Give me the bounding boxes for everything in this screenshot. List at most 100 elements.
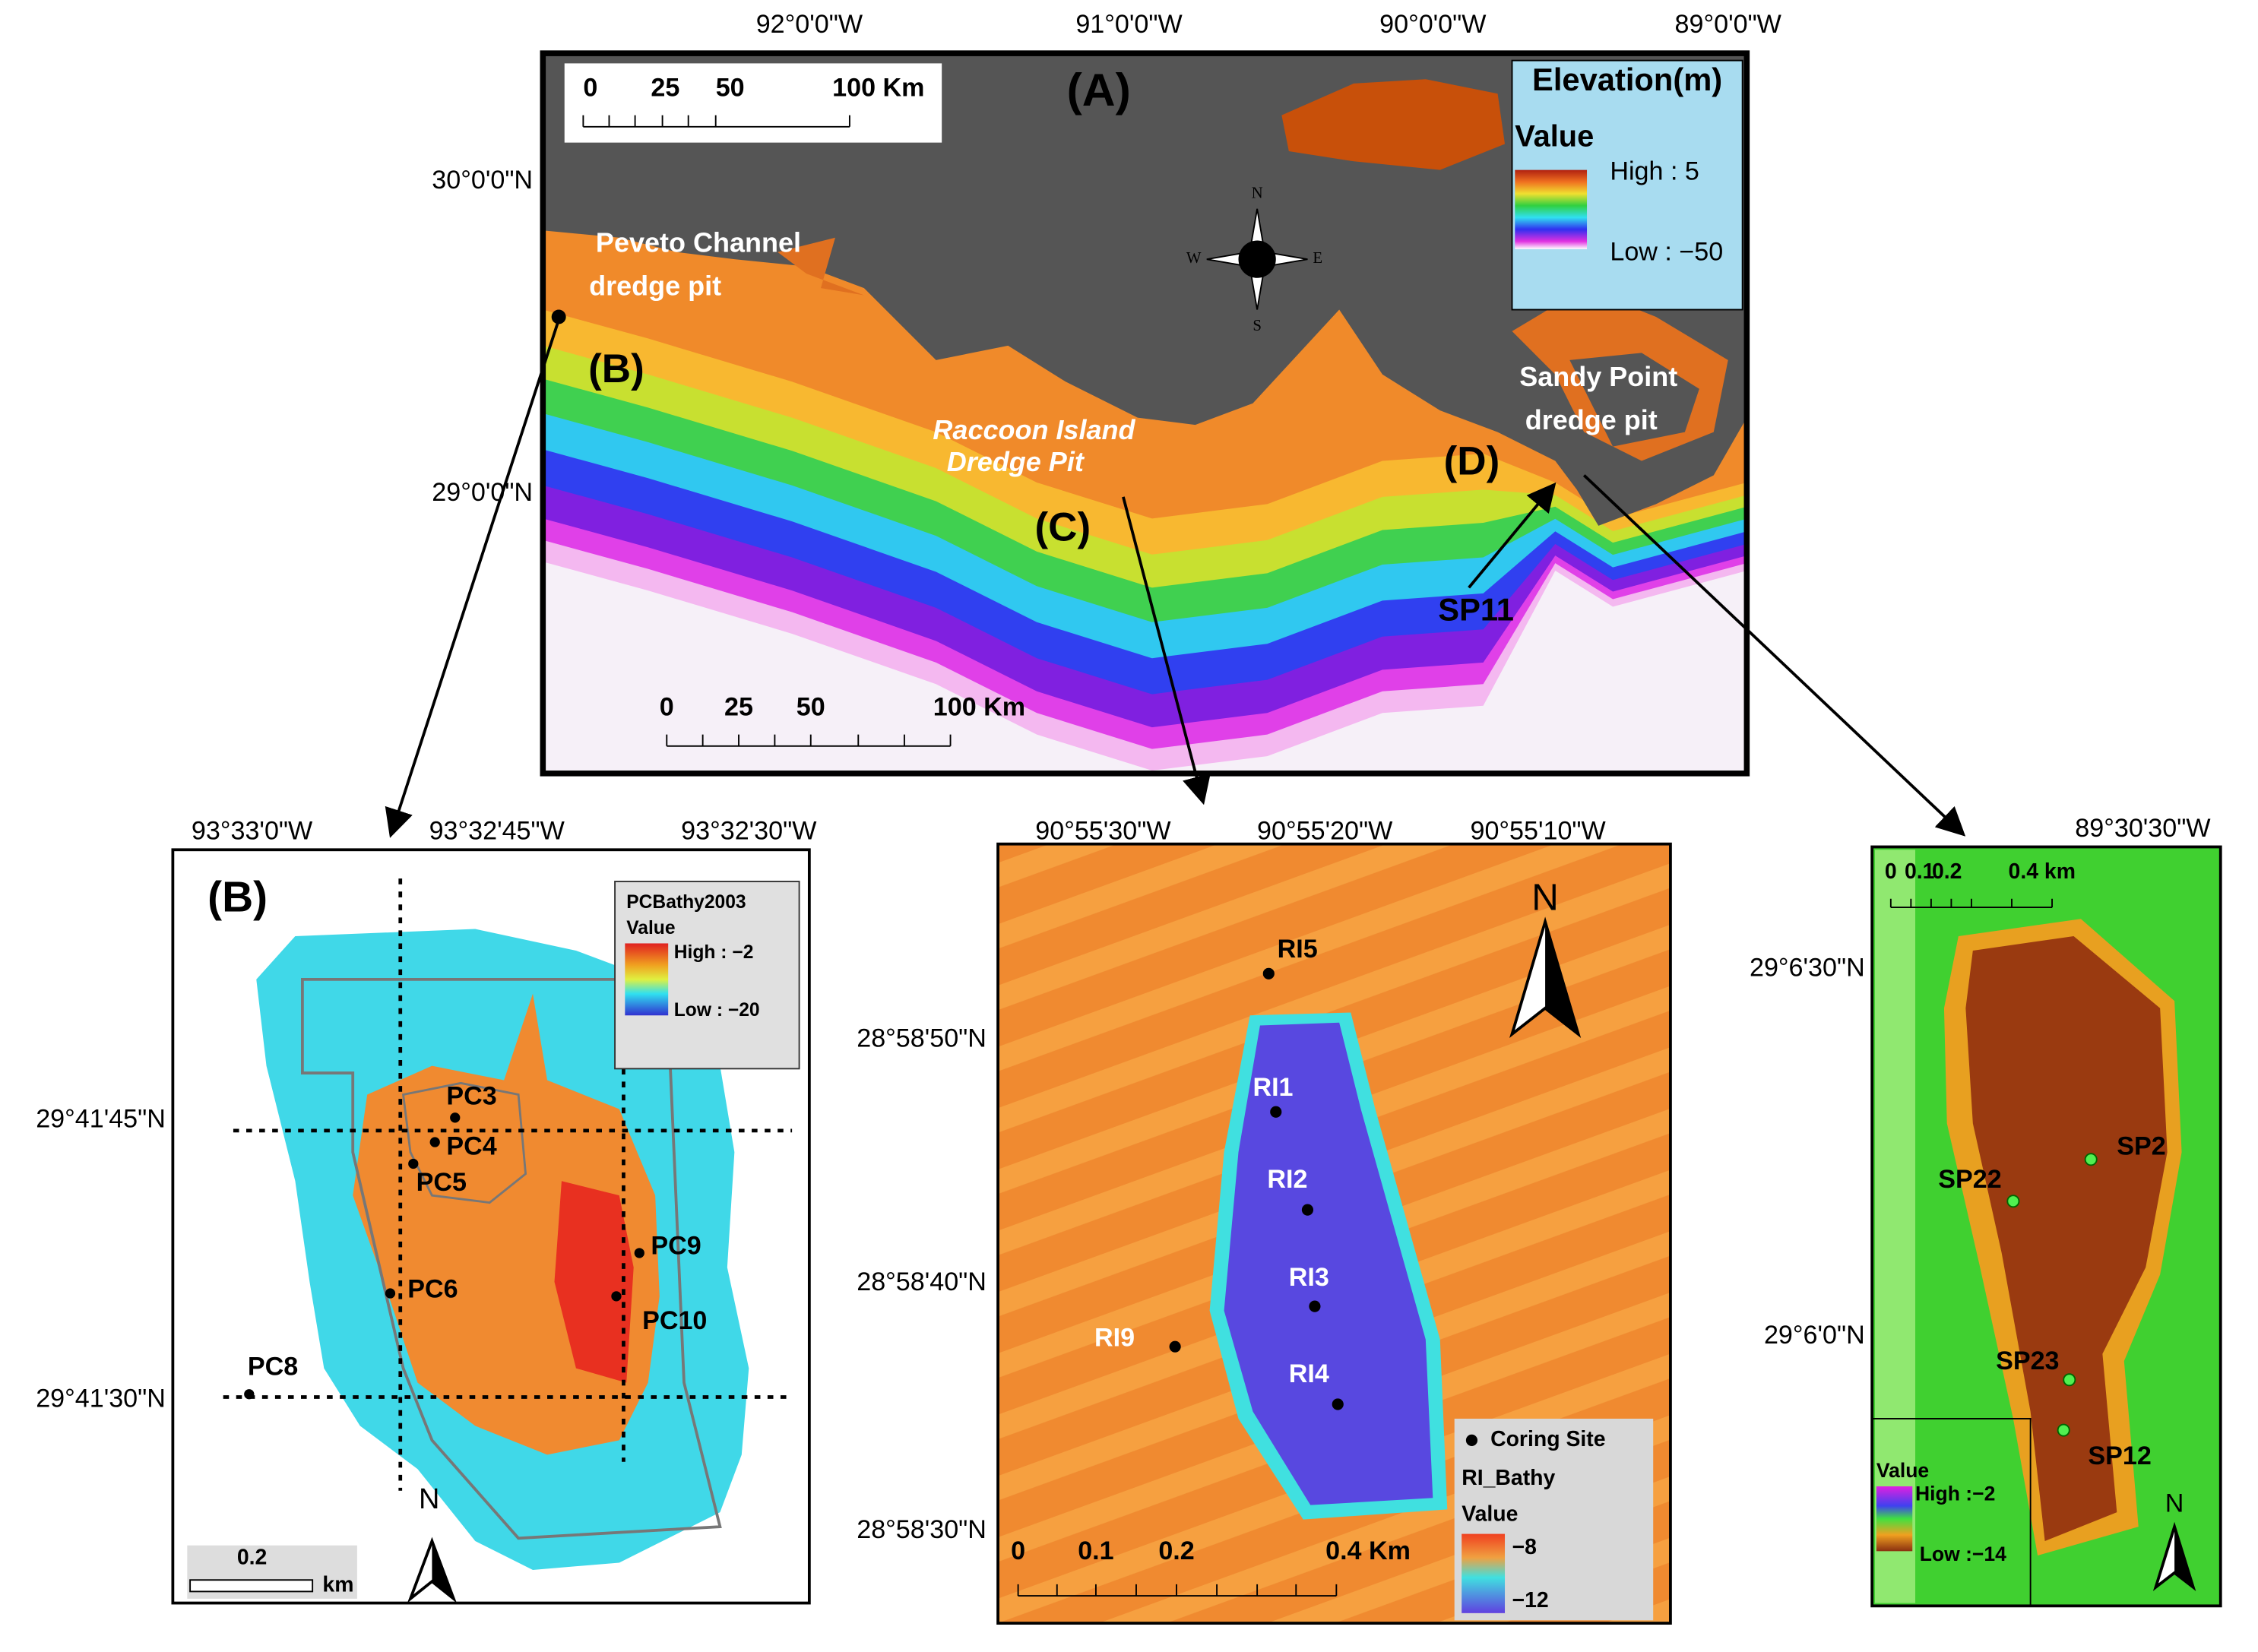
legend-field: Value — [1462, 1502, 1518, 1526]
north-arrow — [2174, 1527, 2193, 1587]
longitude-label: 90°0'0"W — [1379, 10, 1487, 39]
site-label: Peveto Channel — [596, 227, 801, 258]
station-marker — [1332, 1398, 1344, 1410]
longitude-label: 90°55'20"W — [1257, 817, 1393, 846]
latitude-label: 29°6'30"N — [1750, 954, 1865, 983]
station-label: PC4 — [446, 1132, 496, 1161]
station-marker — [2006, 1195, 2020, 1208]
scale-label: 0.1 — [1905, 859, 1934, 884]
legend-high: −8 — [1512, 1535, 1537, 1559]
scale-label: 100 Km — [933, 693, 1025, 722]
station-label: PC9 — [651, 1231, 701, 1260]
scale-label: 0 — [1885, 859, 1897, 884]
longitude-label: 93°32'30"W — [681, 817, 817, 846]
scale-label: 0 — [583, 74, 597, 103]
latitude-label: 30°0'0"N — [432, 166, 533, 195]
scale-label: 0 — [660, 693, 674, 722]
station-label: SP23 — [1996, 1347, 2059, 1375]
longitude-label: 90°55'10"W — [1470, 817, 1606, 846]
north-label: N — [419, 1483, 439, 1515]
compass-letter: S — [1253, 316, 1262, 334]
north-arrow — [1545, 922, 1579, 1034]
latitude-label: 28°58'50"N — [857, 1024, 986, 1052]
panel-a-frame — [540, 50, 1750, 777]
station-label: RI3 — [1289, 1263, 1329, 1292]
station-marker — [2063, 1373, 2076, 1387]
latitude-label: 29°6'0"N — [1764, 1321, 1865, 1350]
north-label: N — [1531, 877, 1559, 919]
scale-label: 0.4 km — [2009, 859, 2076, 884]
station-marker — [385, 1288, 396, 1299]
scale-label: 0 — [1011, 1536, 1025, 1565]
legend-field: Value — [1515, 119, 1594, 153]
scale-label: 0.2 — [1932, 859, 1962, 884]
longitude-label: 93°33'0"W — [192, 817, 313, 846]
compass-letter: W — [1186, 248, 1202, 267]
station-marker — [611, 1291, 622, 1302]
station-marker — [244, 1389, 255, 1400]
station-label: RI4 — [1289, 1359, 1329, 1388]
panel-a-map — [543, 53, 1747, 774]
scale-bar — [666, 734, 952, 747]
station-marker — [634, 1248, 644, 1258]
legend-ramp — [1515, 169, 1588, 249]
lake — [1281, 79, 1506, 170]
compass — [1238, 240, 1276, 278]
scale-bar — [189, 1579, 314, 1593]
legend-high: High : −2 — [674, 942, 754, 963]
legend-low: Low : −20 — [674, 1000, 760, 1021]
scale-label: 25 — [724, 693, 753, 722]
bathymetry — [554, 1181, 634, 1383]
station-marker — [2057, 1423, 2070, 1437]
scale-label: km — [322, 1572, 353, 1597]
pit — [1965, 935, 2168, 1542]
legend-ramp — [625, 943, 669, 1016]
longitude-label: 92°0'0"W — [756, 10, 863, 39]
station-label: PC10 — [642, 1306, 707, 1335]
legend-field: Value — [626, 918, 675, 938]
station-label: RI5 — [1278, 935, 1318, 964]
shallow-strip — [1874, 850, 1916, 1603]
legend-box — [1871, 1418, 2032, 1607]
station-label: PC6 — [407, 1274, 458, 1303]
inset-label: (D) — [1444, 438, 1500, 483]
site-label: dredge pit — [1525, 404, 1658, 435]
site-label: Dredge Pit — [947, 446, 1085, 477]
station-label: RI9 — [1094, 1324, 1135, 1353]
station-marker — [450, 1112, 461, 1123]
station-marker — [1301, 1204, 1314, 1216]
legend-high: High :−2 — [1915, 1482, 1995, 1505]
longitude-label: 91°0'0"W — [1075, 10, 1183, 39]
scale-label: 0.2 — [1158, 1536, 1194, 1565]
scale-bar — [1017, 1584, 1338, 1597]
scale-label: 0.1 — [1078, 1536, 1113, 1565]
legend-site-marker — [1465, 1434, 1478, 1446]
station-marker — [1270, 1106, 1282, 1118]
scale-box — [564, 63, 942, 143]
arrow — [1582, 474, 1966, 837]
legend-title: Elevation(m) — [1532, 62, 1722, 97]
station-label: PC5 — [416, 1168, 467, 1197]
legend-high: High : 5 — [1610, 157, 1699, 185]
station-marker — [429, 1137, 440, 1147]
site-label: Raccoon Island — [933, 414, 1135, 445]
station-label: SP2 — [2117, 1132, 2165, 1161]
longitude-label: 89°0'0"W — [1675, 10, 1782, 39]
station-label: SP11 — [1438, 592, 1514, 628]
scale-bar — [582, 115, 850, 128]
station-marker — [1169, 1340, 1181, 1353]
latitude-label: 28°58'40"N — [857, 1267, 986, 1296]
legend-ramp — [1876, 1486, 1913, 1552]
legend-field: Value — [1876, 1459, 1929, 1482]
scale-label: 50 — [796, 693, 825, 722]
scale-label: 0.2 — [237, 1545, 267, 1569]
station-label: RI1 — [1253, 1073, 1293, 1102]
latitude-label: 29°41'30"N — [36, 1384, 166, 1413]
station-marker — [408, 1158, 419, 1169]
site-label: dredge pit — [589, 271, 721, 302]
panel-label: (B) — [207, 874, 268, 922]
pit-marker — [551, 309, 566, 324]
compass-letter: N — [1252, 184, 1263, 202]
arrow — [1122, 496, 1211, 805]
